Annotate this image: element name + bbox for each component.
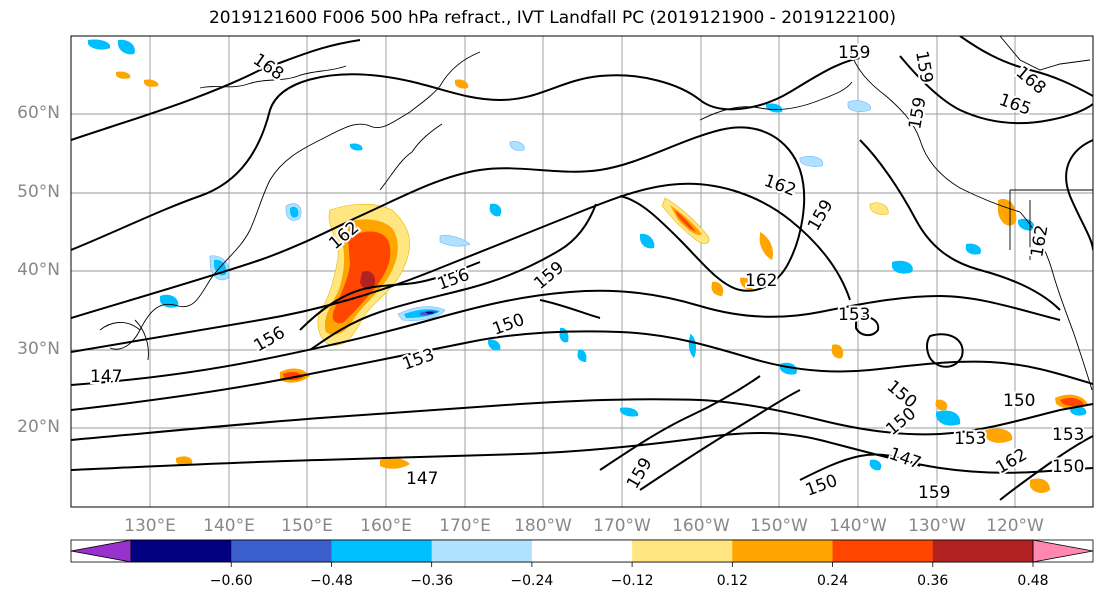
contour-label-halo: 153 [1052, 425, 1084, 445]
lon-label: 150°W [750, 516, 808, 536]
colorbar-segment [632, 540, 733, 562]
contour-label-halo: 159 [838, 43, 870, 63]
colorbar-tick-label: −0.12 [610, 573, 654, 589]
colorbar-tick-label: 0.24 [816, 573, 849, 589]
colorbar-tick-label: −0.24 [510, 573, 554, 589]
contour-label: 150 [1003, 391, 1035, 411]
contour-label: 147 [90, 367, 122, 387]
contour-label-halo: 153 [954, 429, 986, 449]
contour-label: 153 [954, 429, 986, 449]
coastlines [99, 36, 1093, 391]
colorbar-segment [832, 540, 934, 562]
contour-label-halo: 150 [1003, 391, 1035, 411]
contour-label-halo: 150 [1052, 457, 1084, 477]
lon-label: 140°E [203, 516, 255, 536]
lon-label: 180°W [514, 516, 572, 536]
lat-label: 50°N [17, 182, 60, 202]
colorbar-segment [932, 540, 1034, 562]
contour-label: 147 [406, 469, 438, 489]
lat-label: 40°N [17, 260, 60, 280]
colorbar-tick-label: −0.60 [209, 573, 253, 589]
lon-label: 160°E [360, 516, 412, 536]
plot-title: 2019121600 F006 500 hPa refract., IVT La… [208, 8, 896, 28]
colorbar-extend-low [70, 539, 132, 563]
lon-label: 150°E [281, 516, 333, 536]
contour-label: 153 [1052, 425, 1084, 445]
colorbar-tick-label: −0.36 [410, 573, 454, 589]
colorbar-segment [231, 540, 332, 562]
contour-label-halo: 159 [918, 483, 950, 503]
colorbar-outline [130, 539, 1034, 563]
lon-label: 120°W [986, 516, 1044, 536]
contour-label-halo: 153 [838, 305, 870, 325]
lon-label: 170°W [593, 516, 651, 536]
map-background [71, 36, 1093, 507]
colorbar-tick-label: −0.48 [309, 573, 353, 589]
contour-label-halo: 147 [406, 469, 438, 489]
colorbar-segment [531, 540, 633, 562]
lon-label: 130°W [908, 516, 966, 536]
contour-label: 150 [1052, 457, 1084, 477]
lon-label: 130°E [124, 516, 176, 536]
colorbar [70, 539, 1094, 567]
contour-label: 162 [745, 271, 777, 291]
contour-label: 159 [918, 483, 950, 503]
lat-label: 60°N [17, 103, 60, 123]
contour-label: 153 [838, 305, 870, 325]
lat-label: 30°N [17, 339, 60, 359]
colorbar-tick-label: 0.36 [917, 573, 949, 589]
lon-label: 170°E [439, 516, 491, 536]
lat-label: 20°N [17, 417, 60, 437]
lon-label: 160°W [672, 516, 730, 536]
colorbar-segment [732, 540, 834, 562]
colorbar-tick-label: 0.12 [716, 573, 748, 589]
lon-label: 140°W [829, 516, 887, 536]
contour-lines [71, 36, 1093, 501]
map-frame [70, 35, 1094, 508]
colorbar-segment [131, 540, 232, 562]
colorbar-tick-label: 0.48 [1017, 573, 1049, 589]
colorbar-segment [331, 540, 433, 562]
colorbar-segment [431, 540, 533, 562]
contour-label: 159 [838, 43, 870, 63]
contour-label-halo: 162 [745, 271, 777, 291]
colorbar-extend-high [1032, 539, 1094, 563]
contour-label-halo: 147 [90, 367, 122, 387]
